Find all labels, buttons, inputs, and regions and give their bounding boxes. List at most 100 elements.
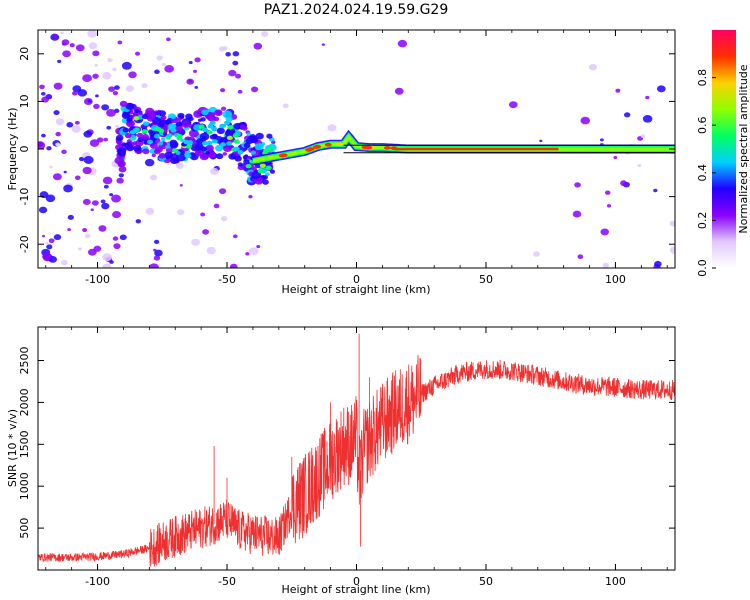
heatmap-x-tick-label: 0	[353, 273, 360, 286]
heatmap-cell	[219, 123, 226, 129]
heatmap-cell	[112, 210, 122, 219]
heatmap-cell	[128, 71, 137, 79]
heatmap-cell	[243, 142, 251, 149]
heatmap-cell	[95, 94, 99, 98]
heatmap-cell	[173, 91, 183, 100]
heatmap-cell	[572, 210, 582, 218]
heatmap-cell	[102, 176, 113, 185]
heatmap-cell	[112, 67, 117, 72]
heatmap-cell	[623, 112, 631, 118]
heatmap-cell	[67, 228, 71, 232]
heatmap-cell	[119, 100, 128, 107]
ridge-hotspot	[383, 146, 391, 150]
heatmap-cell	[82, 166, 92, 175]
heatmap-cell	[177, 209, 185, 216]
heatmap-cell	[196, 138, 204, 145]
heatmap-cell	[141, 129, 148, 134]
heatmap-cell	[82, 198, 91, 206]
heatmap-cell	[102, 72, 112, 80]
heatmap-cell	[202, 127, 209, 133]
heatmap-cell	[642, 115, 653, 123]
heatmap-cell	[176, 121, 183, 127]
ridge-hotspot	[390, 146, 398, 151]
heatmap-cell	[94, 63, 98, 67]
heatmap-cell	[87, 248, 97, 256]
heatmap-cell	[640, 134, 646, 138]
heatmap-x-axis-label: Height of straight line (km)	[281, 283, 430, 296]
heatmap-cell	[653, 188, 658, 193]
heatmap-cell	[265, 172, 270, 177]
heatmap-cell	[194, 85, 199, 89]
heatmap-cell	[109, 193, 114, 197]
heatmap-cell	[87, 30, 98, 38]
heatmap-cell	[83, 155, 94, 164]
heatmap-y-axis-label: Frequency (Hz)	[6, 108, 19, 191]
heatmap-cell	[211, 139, 218, 144]
heatmap-cell	[228, 153, 237, 160]
heatmap-cell	[72, 68, 81, 76]
heatmap-cell	[175, 125, 184, 132]
heatmap-cell	[261, 31, 269, 37]
heatmap-cell	[55, 118, 65, 126]
heatmap-cell	[124, 142, 133, 149]
heatmap-cell	[108, 86, 116, 92]
heatmap-cell	[243, 159, 250, 165]
heatmap-cell	[126, 117, 133, 123]
heatmap-cell	[262, 179, 269, 185]
heatmap-cell	[533, 251, 540, 257]
heatmap-cell	[141, 134, 150, 141]
heatmap-cell	[55, 131, 61, 137]
heatmap-y-ticks: -20 -10 0 10 20	[18, 47, 675, 253]
heatmap-cell	[248, 194, 253, 199]
heatmap-cell	[209, 167, 219, 175]
heatmap-cell	[267, 146, 274, 151]
heatmap-cell	[154, 249, 163, 257]
colorbar-gradient	[712, 30, 736, 268]
heatmap-cell	[645, 95, 650, 100]
snr-line	[38, 333, 675, 567]
heatmap-cell	[39, 84, 45, 90]
heatmap-cell	[48, 238, 55, 244]
heatmap-cell	[248, 247, 259, 256]
heatmap-cell	[106, 108, 116, 117]
heatmap-cell	[205, 144, 214, 152]
snr-x-tick-label: 0	[353, 575, 360, 588]
heatmap-cell	[42, 234, 46, 238]
heatmap-cell	[72, 90, 78, 96]
heatmap-cell	[61, 149, 67, 154]
heatmap-cell	[74, 175, 81, 181]
heatmap-cell	[122, 127, 129, 133]
heatmap-cell	[78, 156, 85, 162]
heatmap-cell	[255, 132, 264, 140]
heatmap-cell	[60, 136, 66, 141]
heatmap-cell	[235, 73, 242, 79]
heatmap-cell	[266, 133, 273, 139]
heatmap-cell	[605, 190, 611, 195]
heatmap-cell	[132, 128, 139, 133]
snr-y-tick-label: 1500	[18, 430, 31, 458]
heatmap-cell	[55, 142, 61, 147]
heatmap-cell	[105, 154, 112, 160]
heatmap-cell	[620, 180, 628, 187]
heatmap-cell	[136, 132, 144, 138]
heatmap-cell	[120, 53, 129, 60]
ridge-hotspot	[278, 153, 286, 158]
heatmap-cell	[206, 246, 216, 255]
heatmap-cell	[257, 168, 264, 174]
heatmap-cell	[150, 174, 158, 181]
heatmap-cell	[222, 144, 233, 153]
heatmap-cell	[158, 152, 166, 159]
heatmap-cell	[147, 139, 154, 145]
heatmap-cell	[199, 152, 210, 161]
heatmap-cell	[114, 156, 125, 165]
ridge-hotspot	[335, 142, 343, 147]
heatmap-cell	[251, 86, 259, 93]
heatmap-cell	[88, 42, 98, 50]
heatmap-cell	[224, 120, 231, 125]
heatmap-cell	[194, 57, 201, 63]
heatmap-cell	[214, 144, 224, 152]
heatmap-cell	[64, 87, 69, 92]
heatmap-cell	[63, 78, 67, 82]
heatmap-cell	[220, 216, 228, 222]
heatmap-cell	[57, 59, 62, 64]
